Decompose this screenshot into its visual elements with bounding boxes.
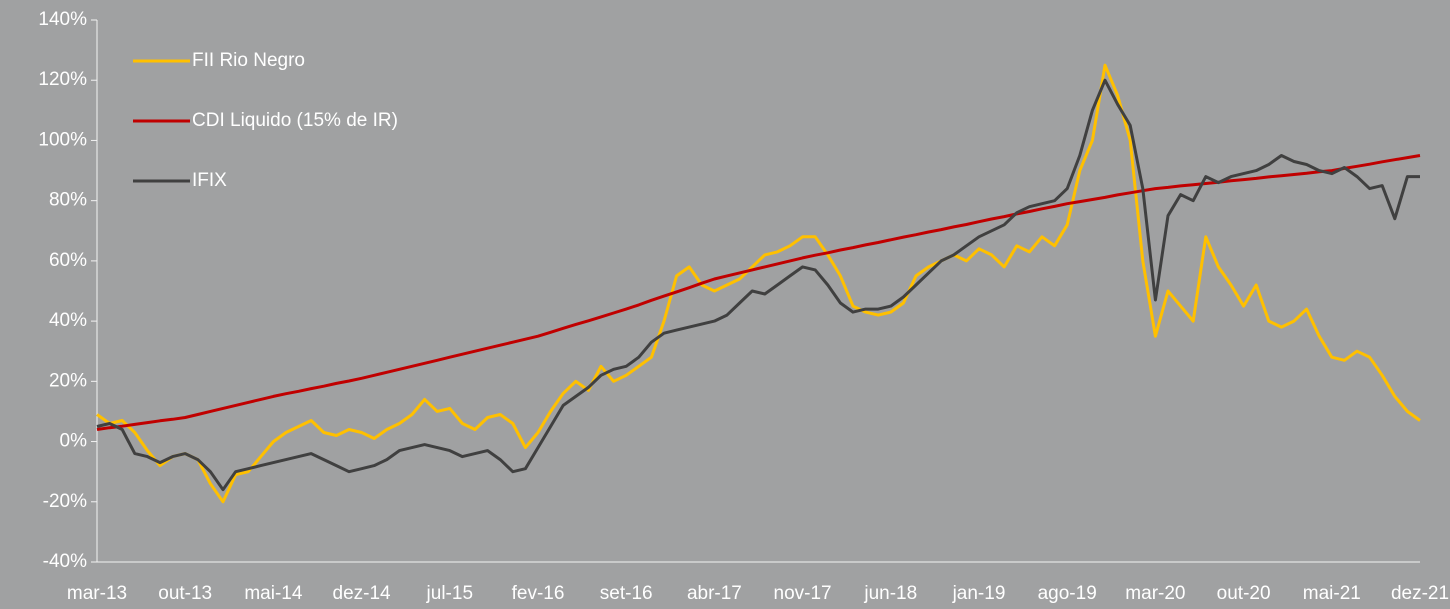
x-tick-label: mai-14	[244, 583, 303, 604]
y-tick-label: 0%	[60, 431, 88, 452]
x-tick-label: mar-13	[67, 583, 127, 604]
x-tick-label: nov-17	[774, 583, 832, 604]
x-tick-label: jun-18	[863, 583, 917, 604]
series-line	[96, 78, 1420, 492]
y-tick-label: 20%	[49, 370, 87, 391]
y-tick-label: 120%	[38, 69, 87, 90]
series-line	[96, 154, 1421, 431]
x-tick-label: mai-21	[1303, 583, 1361, 604]
y-tick-label: -40%	[43, 551, 87, 572]
x-tick-label: mar-20	[1125, 583, 1185, 604]
legend-label: FII Rio Negro	[192, 50, 305, 71]
legend-label: IFIX	[192, 170, 227, 191]
x-tick-label: set-16	[600, 583, 653, 604]
x-tick-label: ago-19	[1038, 583, 1097, 604]
x-tick-label: out-20	[1217, 583, 1271, 604]
y-tick-label: 140%	[38, 9, 87, 30]
legend-label: CDI Liquido (15% de IR)	[192, 110, 398, 131]
x-tick-label: dez-14	[333, 583, 392, 604]
series-line	[96, 63, 1421, 504]
x-tick-label: jul-15	[426, 583, 473, 604]
x-tick-label: dez-21	[1391, 583, 1449, 604]
y-tick-label: 80%	[49, 190, 87, 211]
y-tick-label: 60%	[49, 250, 87, 271]
x-tick-label: fev-16	[512, 583, 565, 604]
y-tick-label: 40%	[49, 310, 87, 331]
y-tick-label: 100%	[38, 129, 87, 150]
y-tick-label: -20%	[43, 491, 87, 512]
x-tick-label: abr-17	[687, 583, 742, 604]
x-tick-label: out-13	[158, 583, 212, 604]
x-tick-label: jan-19	[952, 583, 1006, 604]
